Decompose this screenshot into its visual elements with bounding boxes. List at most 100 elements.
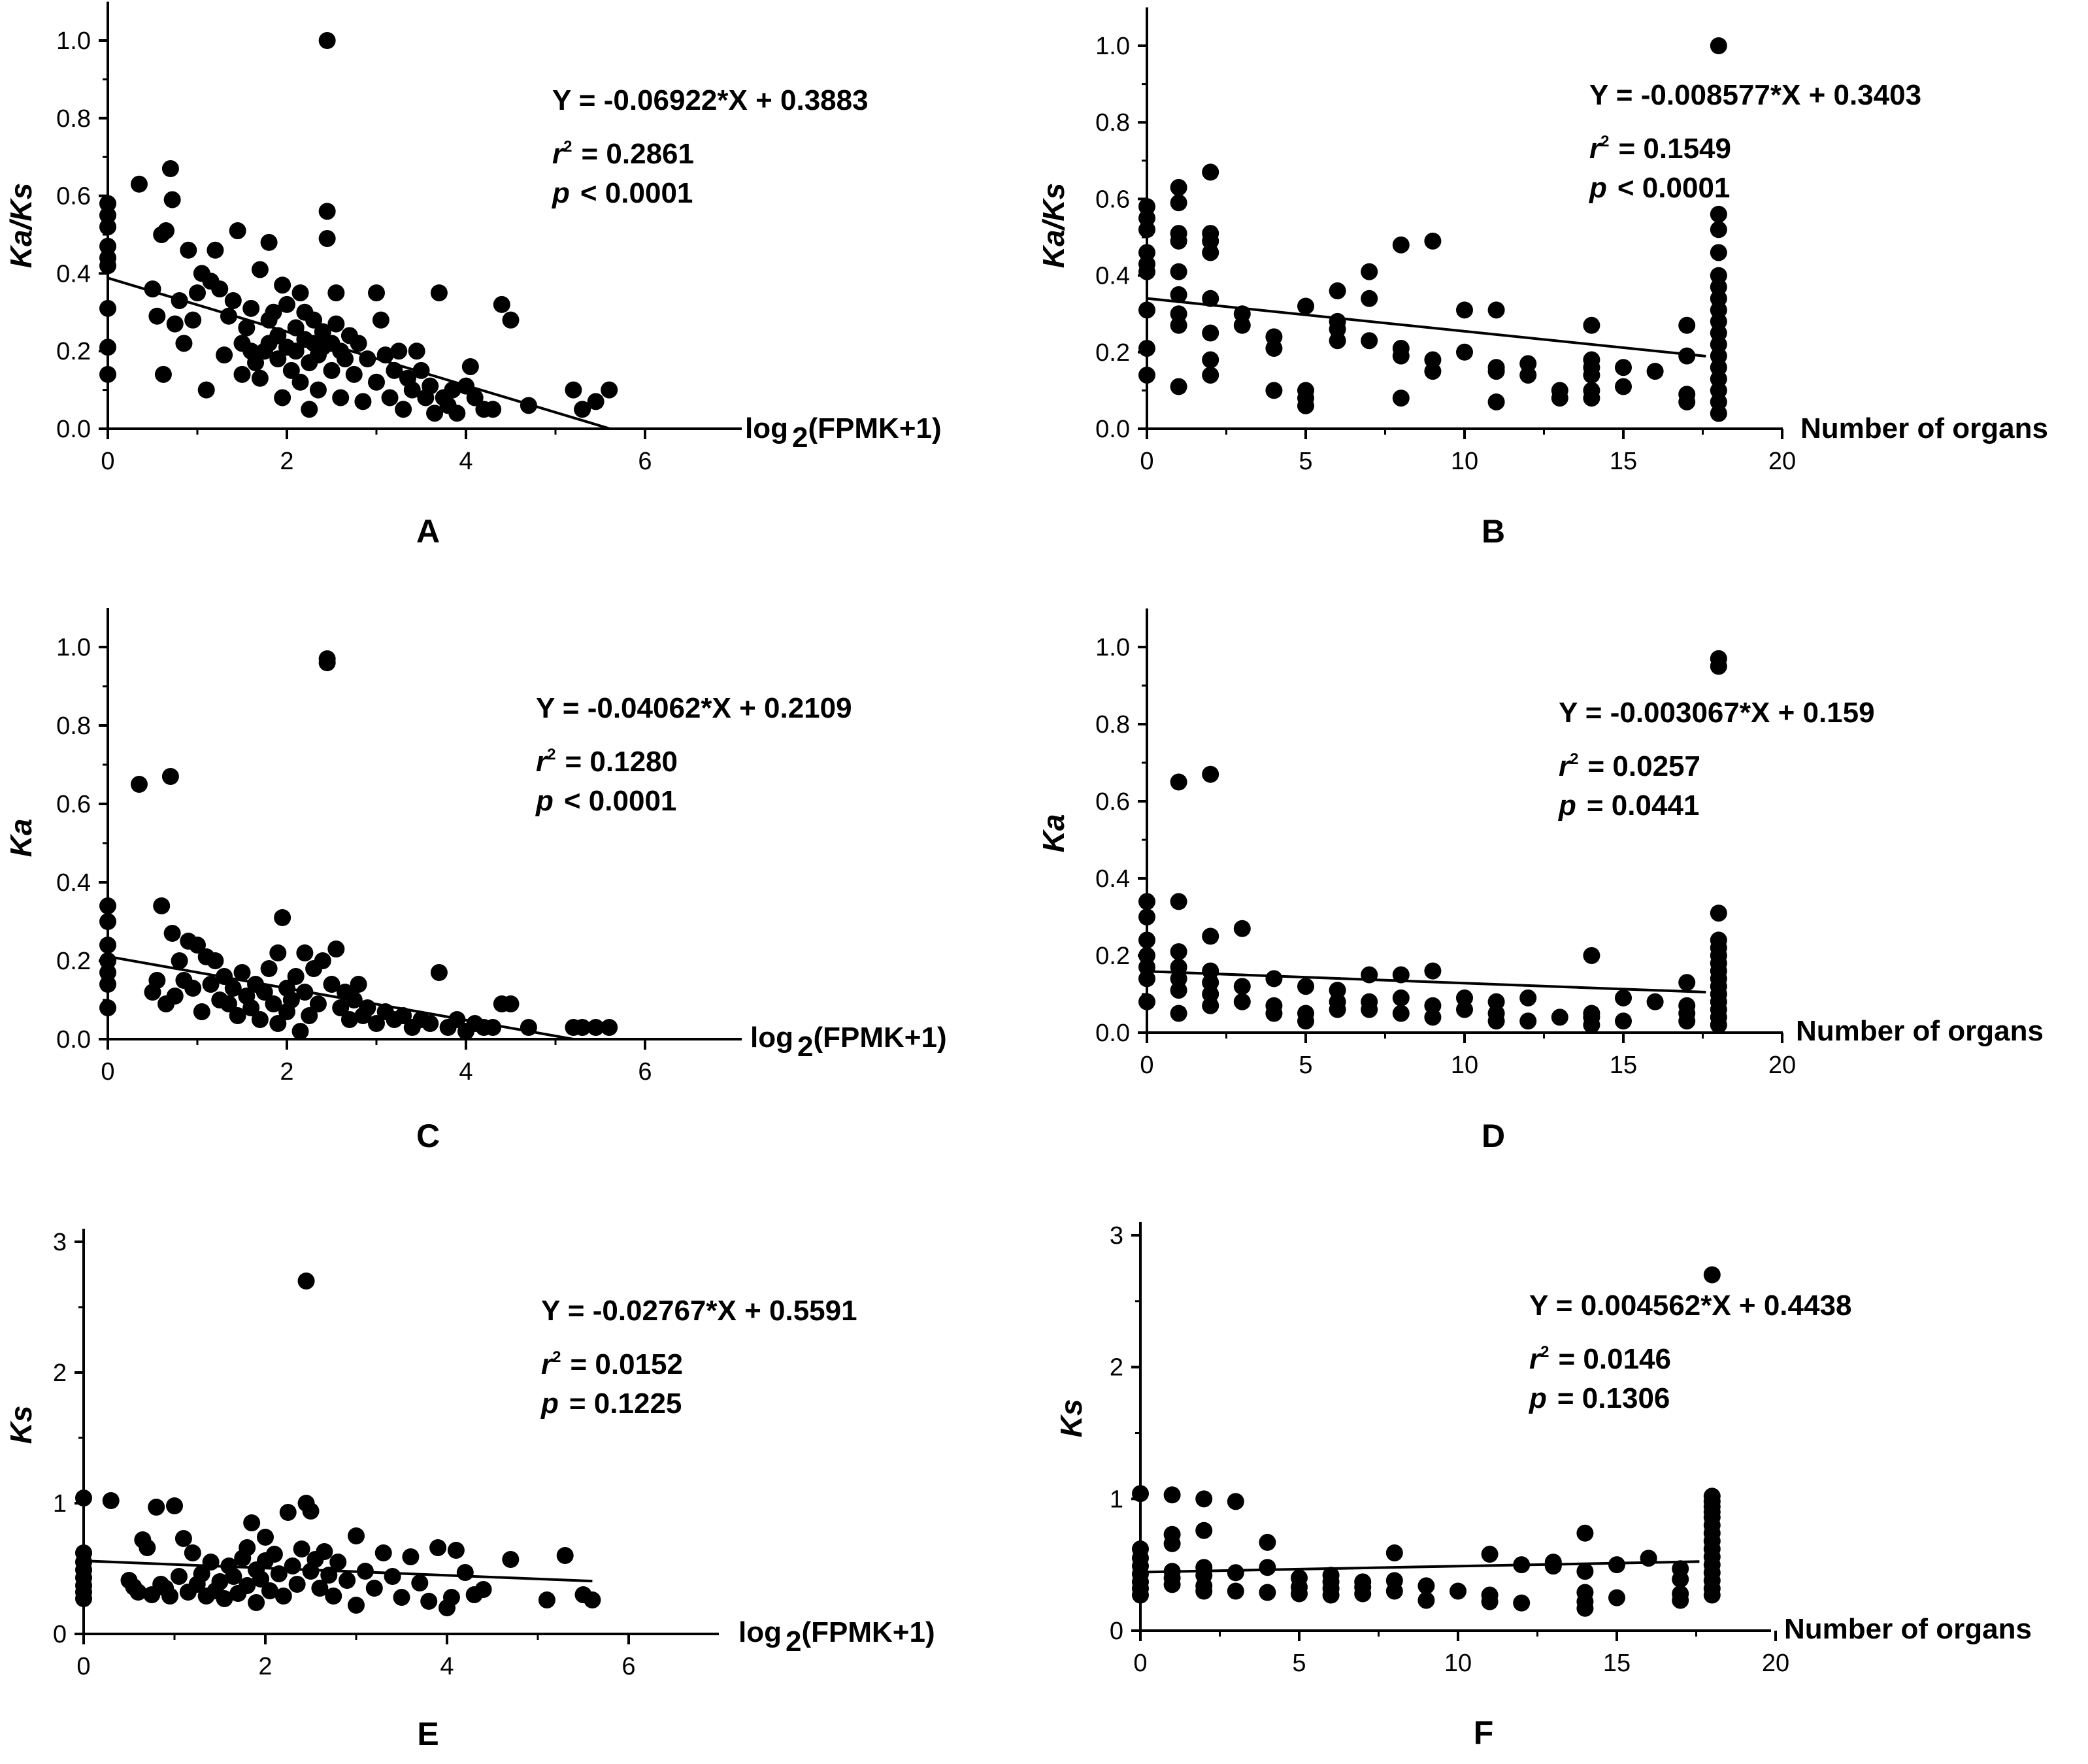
data-point xyxy=(1615,359,1632,376)
data-point xyxy=(1385,1544,1403,1562)
data-point xyxy=(1710,244,1727,261)
data-point xyxy=(422,1015,439,1032)
x-tick-label: 10 xyxy=(1451,448,1478,475)
data-point xyxy=(1487,1012,1505,1030)
data-point xyxy=(1233,978,1251,995)
data-point xyxy=(430,964,448,981)
data-point xyxy=(166,1497,183,1514)
data-point xyxy=(1227,1564,1244,1582)
x-tick-label: 0 xyxy=(1140,448,1153,475)
panel-letter: C xyxy=(416,1118,440,1154)
y-tick-label: 0.8 xyxy=(1095,109,1130,137)
data-point xyxy=(365,1580,383,1597)
data-point xyxy=(393,1589,410,1606)
data-point xyxy=(587,1019,605,1036)
data-point xyxy=(574,401,591,418)
data-point xyxy=(1132,1586,1149,1604)
data-point xyxy=(274,909,291,926)
data-point xyxy=(1710,1016,1727,1034)
data-point xyxy=(1233,993,1251,1010)
data-point xyxy=(252,1571,270,1588)
y-tick-label: 0.4 xyxy=(1095,263,1130,290)
y-tick-label: 0.6 xyxy=(1095,788,1130,816)
data-point xyxy=(99,913,116,930)
y-tick-label: 1.0 xyxy=(1095,634,1130,661)
data-point xyxy=(1170,263,1187,280)
data-point xyxy=(1170,178,1187,196)
data-point xyxy=(207,952,224,969)
data-point xyxy=(130,776,148,793)
data-point xyxy=(337,350,354,368)
x-axis-label: Number of organs xyxy=(1784,1613,2032,1645)
data-point xyxy=(318,32,336,49)
data-point xyxy=(1456,301,1473,319)
data-point xyxy=(402,1548,420,1565)
data-point xyxy=(1163,1486,1181,1504)
data-point xyxy=(1608,1556,1625,1574)
data-point xyxy=(1138,931,1155,949)
data-point xyxy=(1576,1563,1594,1580)
data-point xyxy=(229,1007,246,1024)
data-point xyxy=(189,937,206,954)
r-squared-superscript: 2 xyxy=(1570,750,1578,768)
data-point xyxy=(216,1590,233,1607)
y-tick-label: 2 xyxy=(1110,1354,1123,1382)
x-tick-label: 15 xyxy=(1610,448,1637,475)
data-point xyxy=(278,295,295,313)
p-value: p = 0.0441 xyxy=(1558,790,1699,822)
data-point xyxy=(1392,1005,1410,1022)
data-point xyxy=(287,968,305,985)
data-point xyxy=(247,354,265,372)
data-points xyxy=(1138,650,1727,1034)
data-point xyxy=(309,995,327,1012)
x-tick-label: 5 xyxy=(1292,1650,1306,1677)
data-point xyxy=(1519,1012,1537,1030)
y-axis-label: Ks xyxy=(4,1406,38,1444)
data-point xyxy=(350,335,367,352)
p-value: p < 0.0001 xyxy=(535,785,676,817)
panel-letter: F xyxy=(1474,1714,1494,1751)
data-point xyxy=(1424,1008,1442,1026)
data-point xyxy=(163,925,181,942)
data-point xyxy=(251,369,269,387)
data-point xyxy=(1361,263,1378,280)
data-point xyxy=(239,1539,256,1556)
data-point xyxy=(99,937,116,954)
regression-line xyxy=(1146,297,1706,358)
data-point xyxy=(384,1568,401,1585)
data-point xyxy=(395,401,412,418)
data-point xyxy=(314,323,331,341)
r-squared: r2 = 0.1549 xyxy=(1589,133,1731,165)
data-point xyxy=(1233,316,1251,334)
data-point xyxy=(444,381,461,399)
data-point xyxy=(1678,316,1696,334)
data-point xyxy=(345,991,363,1008)
data-point xyxy=(1646,993,1664,1010)
data-point xyxy=(1615,378,1632,395)
x-tick-label: 2 xyxy=(280,448,293,475)
data-point xyxy=(193,1003,210,1020)
data-point xyxy=(538,1591,555,1608)
data-point xyxy=(1551,1008,1568,1026)
data-point xyxy=(161,160,179,178)
data-point xyxy=(1703,1586,1721,1604)
data-point xyxy=(1392,347,1410,365)
data-point xyxy=(1202,163,1219,181)
r-squared-superscript: 2 xyxy=(552,1348,561,1366)
data-point xyxy=(248,1594,265,1611)
data-point xyxy=(323,976,340,993)
x-tick-label: 10 xyxy=(1451,1052,1478,1079)
x-tick-label: 0 xyxy=(101,448,114,475)
r-squared-value: = 0.2861 xyxy=(581,138,694,170)
data-point xyxy=(220,995,237,1012)
data-point xyxy=(1385,1582,1403,1600)
data-point xyxy=(354,393,372,410)
data-point xyxy=(329,1554,347,1571)
panel-f: 0 1 2 3 0 5 10 15 20 Ks Number of organs Y = 0.0045… xyxy=(1054,1222,2032,1751)
panel-letter: E xyxy=(417,1716,439,1752)
data-point xyxy=(1138,221,1155,239)
y-axis-label: Ka xyxy=(1036,814,1070,853)
data-point xyxy=(1608,1589,1625,1606)
data-point xyxy=(291,1023,309,1040)
data-point xyxy=(287,319,305,337)
